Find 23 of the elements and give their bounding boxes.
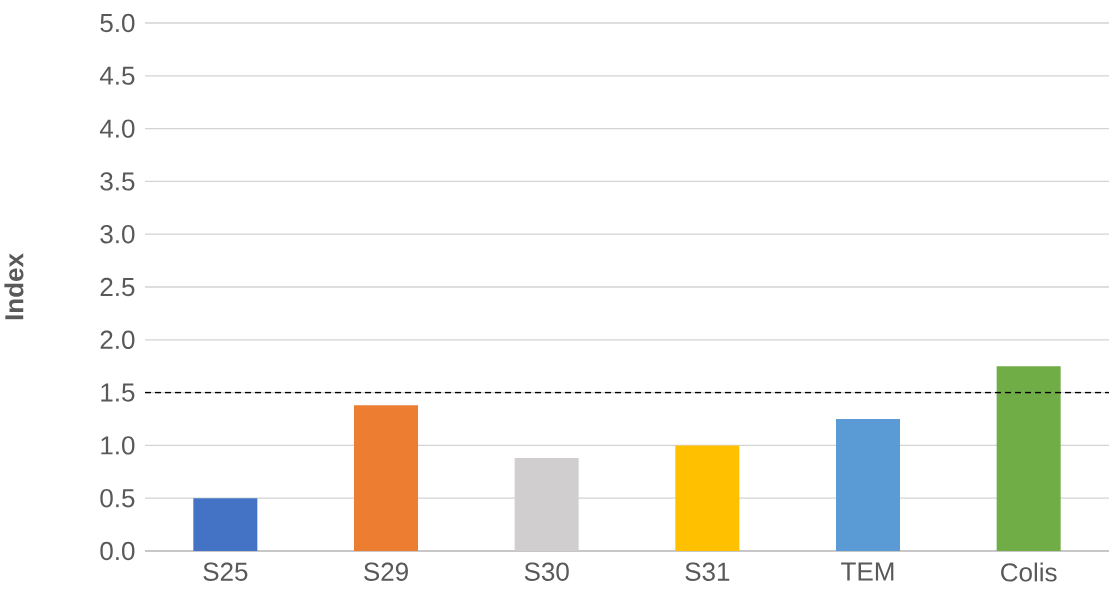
x-tick-label: S25: [203, 562, 248, 581]
y-tick-label: 4.0: [99, 119, 135, 138]
bar: [675, 445, 740, 551]
x-tick-label: S31: [685, 562, 730, 581]
y-tick-label: 2.0: [100, 330, 135, 349]
x-tick-label: S30: [524, 562, 569, 581]
x-tick-label: TEM: [841, 562, 894, 581]
bar: [996, 366, 1061, 551]
y-tick-label: 2.5: [100, 277, 135, 297]
bar: [836, 418, 900, 551]
y-tick-label: 3.5: [100, 172, 135, 191]
bar: [193, 498, 258, 551]
y-axis-title: Index: [4, 253, 24, 320]
x-tick-label: S29: [364, 562, 408, 581]
y-tick-label: 0.0: [100, 541, 135, 561]
y-tick-label: 1.5: [101, 383, 135, 402]
y-tick-label: 5.0: [100, 13, 135, 33]
x-tick-label: Colis: [1001, 562, 1057, 582]
y-tick-label: 3.0: [100, 224, 135, 244]
bar: [354, 405, 418, 551]
y-tick-label: 4.5: [99, 66, 135, 85]
y-tick-label: 0.5: [100, 488, 135, 508]
y-tick-label: 1.0: [101, 436, 135, 455]
